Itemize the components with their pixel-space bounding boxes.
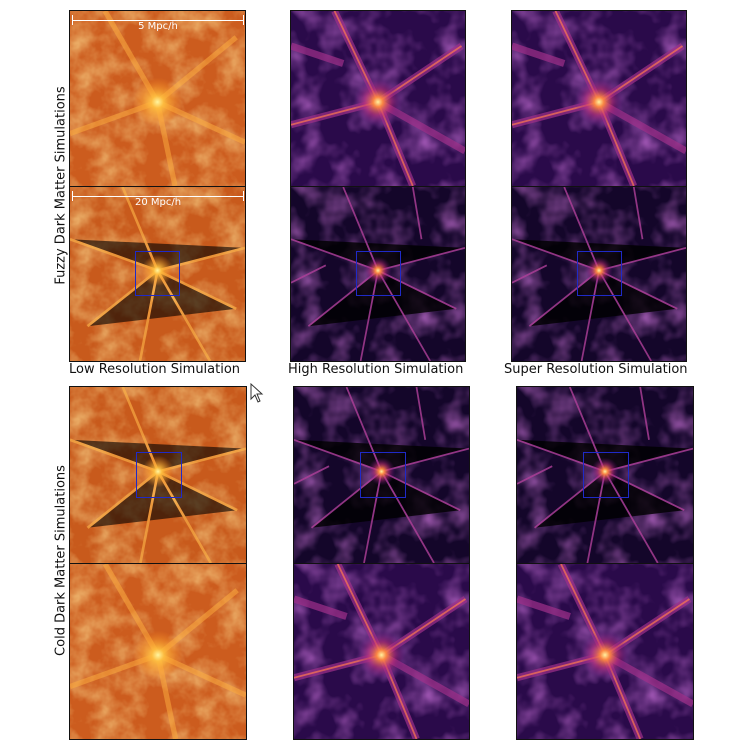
column-label-super: Super Resolution Simulation [504, 362, 688, 377]
zoom-region-box [360, 452, 406, 498]
cdm-low-res-full-panel [69, 386, 247, 564]
fdm-super-res-full-panel [511, 186, 687, 362]
fdm-high-res-full-panel [290, 186, 466, 362]
row-label-fuzzy: Fuzzy Dark Matter Simulations [53, 86, 69, 285]
fdm-high-res-zoom-panel [290, 10, 466, 187]
cdm-high-res-full-panel [293, 386, 470, 564]
column-label-low: Low Resolution Simulation [69, 362, 241, 377]
zoom-region-box [356, 251, 401, 296]
zoom-region-box [577, 251, 622, 296]
fdm-low-res-zoom-panel: 5 Mpc/h [69, 10, 246, 187]
fdm-super-res-zoom-panel [511, 10, 687, 187]
cdm-high-res-zoom-panel [293, 563, 470, 740]
scale-bar-20mpc: 20 Mpc/h [72, 189, 244, 211]
zoom-region-box [135, 251, 180, 296]
column-label-high: High Resolution Simulation [288, 362, 464, 377]
fdm-low-res-full-panel: 20 Mpc/h [69, 186, 246, 362]
zoom-region-box [583, 452, 629, 498]
zoom-region-box [136, 452, 182, 498]
cdm-low-res-zoom-panel [69, 563, 247, 740]
cdm-super-res-zoom-panel [516, 563, 694, 740]
row-label-cold: Cold Dark Matter Simulations [53, 465, 69, 656]
mouse-pointer-icon [250, 383, 264, 403]
cdm-super-res-full-panel [516, 386, 694, 564]
scale-bar-5mpc-label: 5 Mpc/h [138, 21, 178, 32]
scale-bar-5mpc: 5 Mpc/h [72, 13, 244, 35]
scale-bar-20mpc-label: 20 Mpc/h [134, 197, 182, 208]
